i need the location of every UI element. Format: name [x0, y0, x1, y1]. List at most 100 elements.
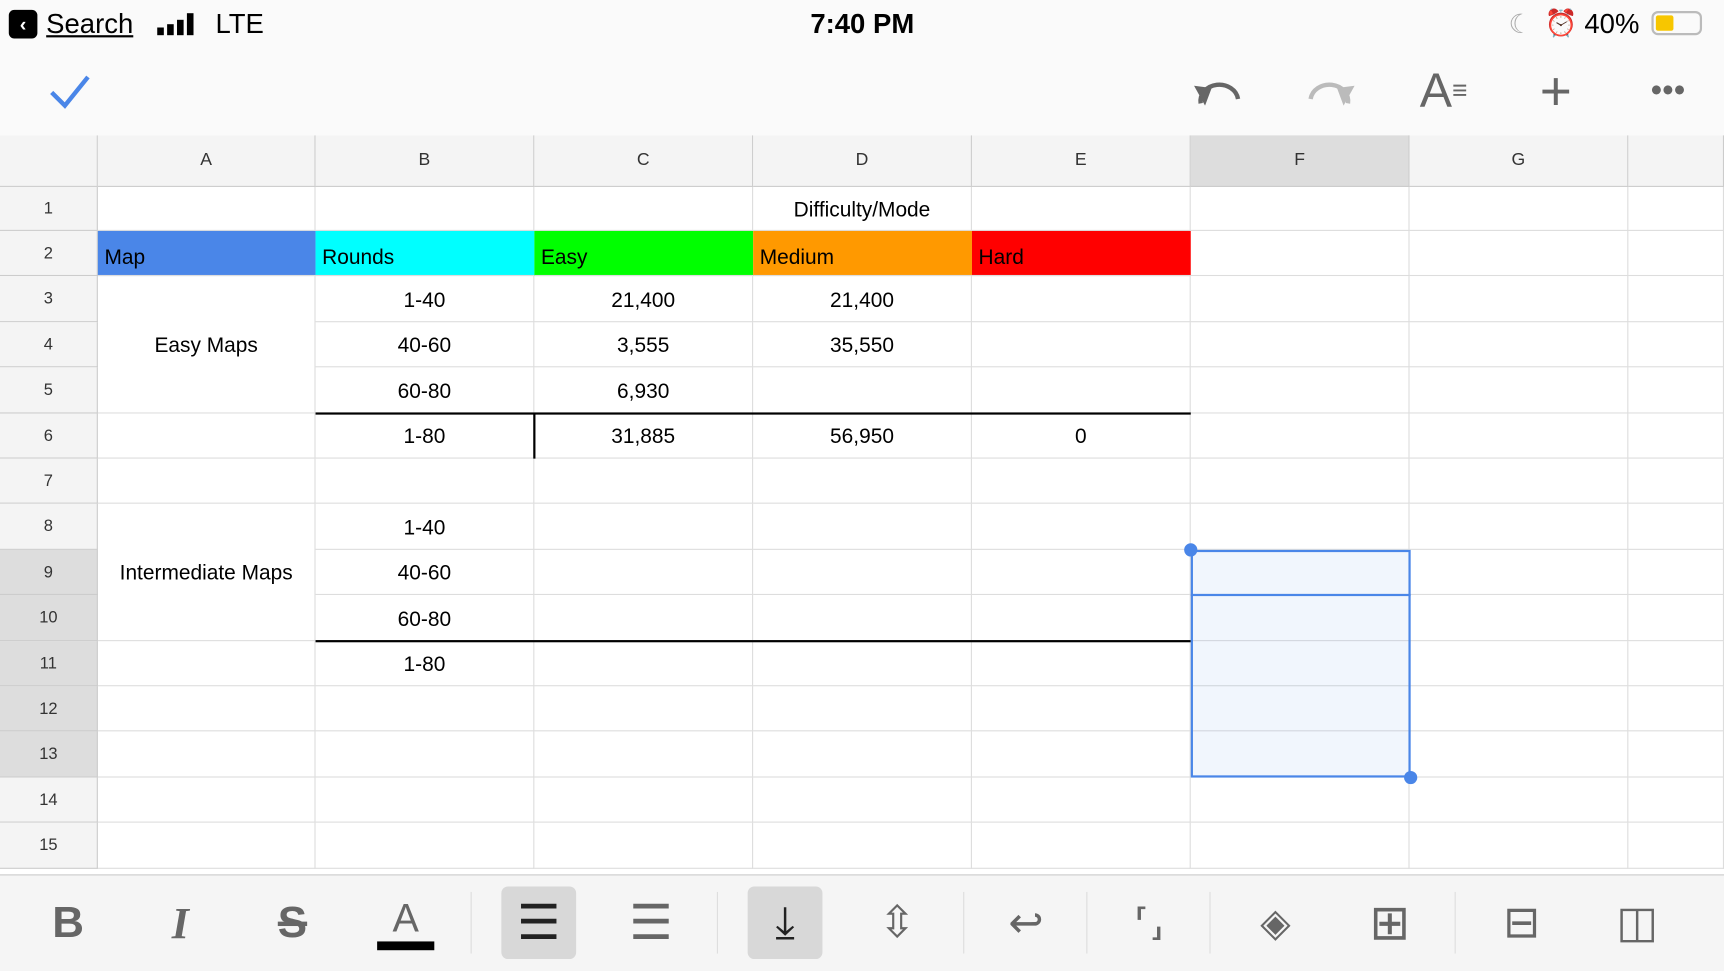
cell-B9[interactable]: 40-60 [315, 549, 535, 595]
cell-F3[interactable] [1190, 276, 1410, 323]
corner-cell[interactable] [0, 135, 98, 187]
cell-C9[interactable] [534, 549, 754, 595]
align-left-icon[interactable]: ☰ [501, 886, 577, 960]
cell-H14[interactable] [1628, 777, 1724, 823]
cell-F2[interactable] [1190, 230, 1410, 277]
column-header-D[interactable]: D [753, 135, 972, 187]
cell-E2[interactable]: Hard [971, 230, 1191, 277]
cell-D11[interactable] [753, 641, 972, 687]
cell-D4[interactable]: 35,550 [753, 322, 972, 368]
row-header-14[interactable]: 14 [0, 777, 98, 823]
cell-B12[interactable] [315, 686, 535, 732]
cell-D12[interactable] [753, 686, 972, 732]
cell-H9[interactable] [1628, 549, 1724, 595]
cell-G4[interactable] [1409, 322, 1629, 368]
cell-B14[interactable] [315, 777, 535, 823]
cell-B11[interactable]: 1-80 [315, 641, 535, 687]
cell-A2[interactable]: Map [97, 230, 316, 277]
cell-H10[interactable] [1628, 594, 1724, 642]
insert-column-icon[interactable]: ◫ [1616, 898, 1658, 947]
cell-H2[interactable] [1628, 230, 1724, 277]
selection-handle-start[interactable] [1184, 543, 1198, 557]
cell-G12[interactable] [1409, 686, 1629, 732]
cell-D7[interactable] [753, 458, 972, 504]
cell-F1[interactable] [1190, 186, 1410, 231]
cell-A7[interactable] [97, 458, 316, 504]
cell-G14[interactable] [1409, 777, 1629, 823]
cell-F4[interactable] [1190, 322, 1410, 368]
cell-G15[interactable] [1409, 822, 1629, 869]
row-header-7[interactable]: 7 [0, 458, 98, 504]
bold-icon[interactable]: B [52, 897, 85, 947]
cell-G9[interactable] [1409, 549, 1629, 595]
cell-G2[interactable] [1409, 230, 1629, 277]
cell-A13[interactable] [97, 731, 316, 778]
cell-G3[interactable] [1409, 276, 1629, 323]
cell-D5[interactable] [753, 367, 972, 414]
cell-C12[interactable] [534, 686, 754, 732]
cell-E13[interactable] [971, 731, 1191, 778]
cell-D2[interactable]: Medium [753, 230, 972, 277]
cell-D10[interactable] [753, 594, 972, 642]
cell-F5[interactable] [1190, 367, 1410, 414]
cell-B2[interactable]: Rounds [315, 230, 535, 277]
cell-E6[interactable]: 0 [971, 413, 1191, 459]
cell-A3[interactable]: Easy Maps [97, 276, 316, 414]
align-center-icon[interactable]: ☰ [629, 895, 673, 950]
selection-range[interactable] [1190, 549, 1411, 778]
row-header-13[interactable]: 13 [0, 731, 98, 778]
cell-E10[interactable] [971, 594, 1191, 642]
cell-E1[interactable] [971, 186, 1191, 231]
cell-E8[interactable] [971, 503, 1191, 550]
cell-D8[interactable] [753, 503, 972, 550]
cell-H3[interactable] [1628, 276, 1724, 323]
cell-C1[interactable] [534, 186, 754, 231]
cell-G8[interactable] [1409, 503, 1629, 550]
row-header-15[interactable]: 15 [0, 822, 98, 869]
cell-C10[interactable] [534, 594, 754, 642]
column-header-F[interactable]: F [1190, 135, 1410, 187]
text-format-icon[interactable]: A ≡ [1419, 63, 1468, 118]
column-header-G[interactable]: G [1409, 135, 1629, 187]
cell-B4[interactable]: 40-60 [315, 322, 535, 368]
row-header-6[interactable]: 6 [0, 413, 98, 459]
cell-H12[interactable] [1628, 686, 1724, 732]
cell-G1[interactable] [1409, 186, 1629, 231]
row-header-11[interactable]: 11 [0, 641, 98, 687]
cell-F6[interactable] [1190, 413, 1410, 459]
valign-bottom-icon[interactable]: ⤓ [747, 886, 823, 960]
italic-icon[interactable]: I [171, 897, 189, 948]
cell-C7[interactable] [534, 458, 754, 504]
back-icon[interactable]: ‹ [8, 9, 38, 39]
cell-E15[interactable] [971, 822, 1191, 869]
cell-B10[interactable]: 60-80 [315, 594, 535, 642]
cell-D15[interactable] [753, 822, 972, 869]
row-header-1[interactable]: 1 [0, 186, 98, 231]
cell-A6[interactable] [97, 413, 316, 459]
cell-C11[interactable] [534, 641, 754, 687]
spreadsheet-grid[interactable]: A B C D E F G 1 2 3 4 5 6 7 8 9 10 11 12 13 14 15 Difficulty/M… [0, 135, 1724, 875]
cell-B5[interactable]: 60-80 [315, 367, 535, 414]
column-header-B[interactable]: B [315, 135, 535, 187]
cell-H13[interactable] [1628, 731, 1724, 778]
valign-middle-icon[interactable]: ⇳ [878, 898, 916, 947]
cell-H15[interactable] [1628, 822, 1724, 869]
cell-B3[interactable]: 1-40 [315, 276, 535, 323]
cell-C15[interactable] [534, 822, 754, 869]
cell-C5[interactable]: 6,930 [534, 367, 754, 414]
cell-B15[interactable] [315, 822, 535, 869]
cell-G11[interactable] [1409, 641, 1629, 687]
cell-E7[interactable] [971, 458, 1191, 504]
row-header-10[interactable]: 10 [0, 594, 98, 642]
cell-G10[interactable] [1409, 594, 1629, 642]
row-header-8[interactable]: 8 [0, 503, 98, 550]
row-header-4[interactable]: 4 [0, 322, 98, 368]
cell-B13[interactable] [315, 731, 535, 778]
undo-icon[interactable] [1191, 66, 1246, 117]
column-header-A[interactable]: A [97, 135, 316, 187]
cell-C8[interactable] [534, 503, 754, 550]
cell-A15[interactable] [97, 822, 316, 869]
cell-A1[interactable] [97, 186, 316, 231]
cell-H1[interactable] [1628, 186, 1724, 231]
cell-G13[interactable] [1409, 731, 1629, 778]
